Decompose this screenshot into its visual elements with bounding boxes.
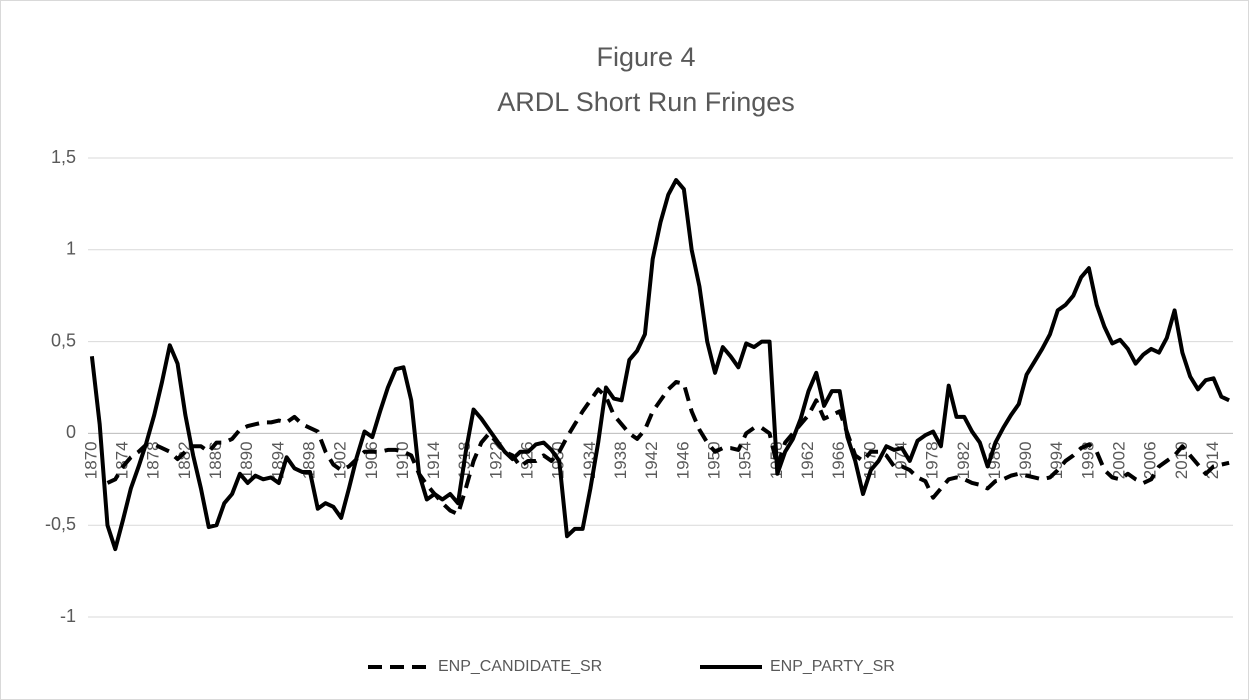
x-tick-label: 1966 — [829, 441, 848, 479]
x-tick-label: 1922 — [486, 441, 505, 479]
series-line — [89, 178, 1230, 552]
x-tick-label: 1910 — [393, 441, 412, 479]
y-tick-label: 0,5 — [51, 330, 76, 350]
x-tick-label: 2002 — [1110, 441, 1129, 479]
y-tick-label: 1 — [66, 239, 76, 259]
x-tick-label: 1874 — [113, 441, 132, 479]
series-line — [106, 379, 1230, 517]
x-tick-label: 1982 — [954, 441, 973, 479]
x-tick-label: 1990 — [1016, 441, 1035, 479]
legend-label: ENP_PARTY_SR — [770, 658, 895, 675]
y-tick-label: -0,5 — [45, 514, 76, 534]
x-tick-label: 1902 — [331, 441, 350, 479]
x-tick-label: 1938 — [611, 441, 630, 479]
x-tick-label: 2006 — [1141, 441, 1160, 479]
x-tick-label: 1882 — [175, 441, 194, 479]
x-tick-label: 1986 — [985, 441, 1004, 479]
x-tick-label: 1878 — [144, 441, 163, 479]
x-tick-label: 1914 — [424, 441, 443, 479]
x-tick-label: 1942 — [642, 441, 661, 479]
y-tick-label: -1 — [60, 606, 76, 626]
x-tick-label: 1954 — [736, 441, 755, 479]
x-tick-label: 1962 — [798, 441, 817, 479]
x-tick-label: 1994 — [1047, 441, 1066, 479]
x-tick-label: 1978 — [923, 441, 942, 479]
chart-title: Figure 4 — [596, 42, 695, 72]
x-tick-label: 1998 — [1078, 441, 1097, 479]
y-tick-label: 0 — [66, 422, 76, 442]
chart-subtitle: ARDL Short Run Fringes — [497, 87, 795, 117]
x-tick-label: 1870 — [81, 441, 100, 479]
x-tick-label: 1946 — [673, 441, 692, 479]
x-tick-label: 1898 — [299, 441, 318, 479]
legend-label: ENP_CANDIDATE_SR — [438, 658, 602, 675]
x-tick-label: 1890 — [237, 441, 256, 479]
x-tick-label: 1906 — [362, 441, 381, 479]
y-tick-label: 1,5 — [51, 147, 76, 167]
x-tick-label: 1886 — [206, 441, 225, 479]
